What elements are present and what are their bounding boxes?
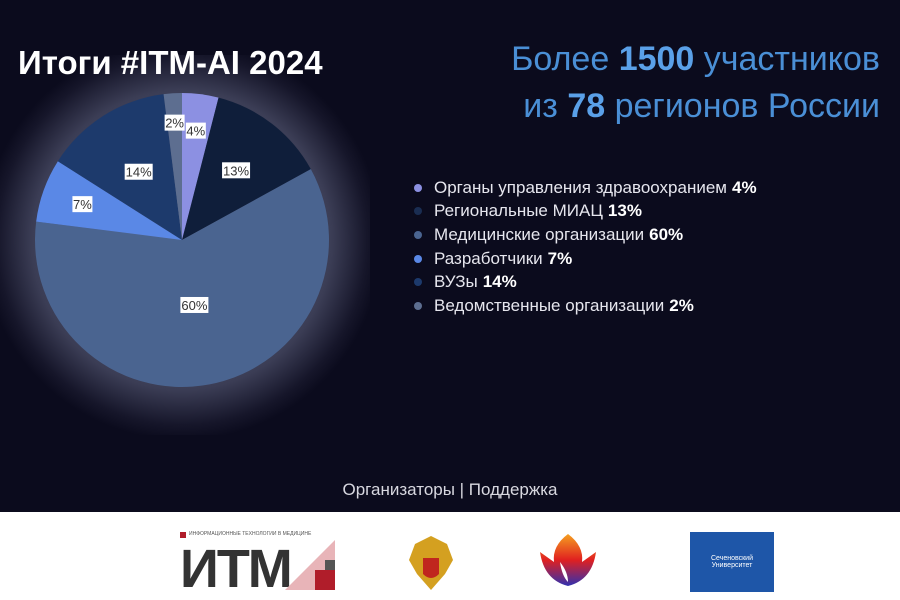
legend-item: Медицинские организации 60% — [414, 223, 757, 247]
headline-text: из — [523, 87, 558, 125]
legend-label: Органы управления здравоохранием — [434, 177, 727, 197]
slice-label: 14% — [124, 163, 153, 180]
pie-slice — [34, 169, 329, 387]
legend-value: 7% — [547, 248, 573, 268]
legend-dot-icon — [414, 207, 422, 216]
legend-label: Региональные МИАЦ — [434, 201, 603, 221]
headline-text: Более — [511, 40, 610, 78]
footer-label: Организаторы | Поддержка — [342, 480, 558, 499]
itm-logo: ИНФОРМАЦИОННЫЕ ТЕХНОЛОГИИ В МЕДИЦИНЕ ИТМ — [180, 531, 345, 599]
svg-text:13%: 13% — [223, 163, 249, 178]
itm-text: ИТМ — [180, 539, 293, 599]
legend-item: ВУЗы 14% — [414, 270, 757, 294]
legend-dot-icon — [414, 278, 422, 287]
svg-text:60%: 60% — [181, 298, 207, 313]
legend-label: Медицинские организации — [434, 224, 645, 244]
legend-value: 4% — [731, 177, 757, 197]
slice-label: 2% — [164, 114, 185, 131]
participants-count: 1500 — [618, 40, 695, 78]
slide-title: Итоги #ITM-AI 2024 — [18, 44, 323, 81]
pie-chart: 4% 13% 60% 7% 14% 2% — [34, 93, 329, 387]
legend-label: Разработчики — [434, 248, 543, 268]
svg-text:4%: 4% — [186, 124, 205, 139]
sechenov-university-logo: Сеченовский Университет — [690, 532, 774, 592]
ministry-emblem-icon — [409, 536, 453, 590]
legend-dot-icon — [414, 301, 422, 310]
legend-label: Ведомственные организации — [434, 295, 665, 315]
headline-text: регионов России — [614, 87, 880, 125]
legend-item: Разработчики 7% — [414, 247, 757, 271]
legend-dot-icon — [414, 230, 422, 239]
legend: Органы управления здравоохранием 4% Регион… — [414, 176, 757, 318]
legend-value: 14% — [482, 272, 517, 292]
legend-label: ВУЗы — [434, 272, 478, 292]
headline-text: участников — [703, 40, 880, 78]
headline: Более 1500 участников из 78 регионов Рос… — [511, 36, 880, 130]
legend-dot-icon — [414, 183, 422, 192]
legend-item: Органы управления здравоохранием 4% — [414, 176, 757, 200]
svg-text:2%: 2% — [165, 116, 184, 131]
sponsor-band: ИНФОРМАЦИОННЫЕ ТЕХНОЛОГИИ В МЕДИЦИНЕ ИТМ… — [0, 512, 900, 600]
itm-caption: ИНФОРМАЦИОННЫЕ ТЕХНОЛОГИИ В МЕДИЦИНЕ — [189, 531, 312, 537]
legend-value: 2% — [669, 295, 694, 315]
pie-slice — [36, 161, 183, 240]
slice-label: 4% — [185, 122, 206, 139]
legend-dot-icon — [414, 254, 422, 263]
svg-text:7%: 7% — [73, 197, 92, 212]
flower-logo-icon — [540, 534, 596, 586]
pie-slice — [57, 94, 182, 240]
legend-value: 60% — [649, 224, 684, 244]
svg-text:14%: 14% — [126, 165, 152, 180]
slice-label: 13% — [222, 162, 251, 179]
legend-item: Ведомственные организации 2% — [414, 294, 757, 318]
slice-label: 7% — [72, 196, 93, 213]
legend-item: Региональные МИАЦ 13% — [414, 200, 757, 224]
legend-value: 13% — [607, 201, 642, 221]
regions-count: 78 — [567, 87, 606, 125]
slice-label: 60% — [180, 296, 209, 313]
